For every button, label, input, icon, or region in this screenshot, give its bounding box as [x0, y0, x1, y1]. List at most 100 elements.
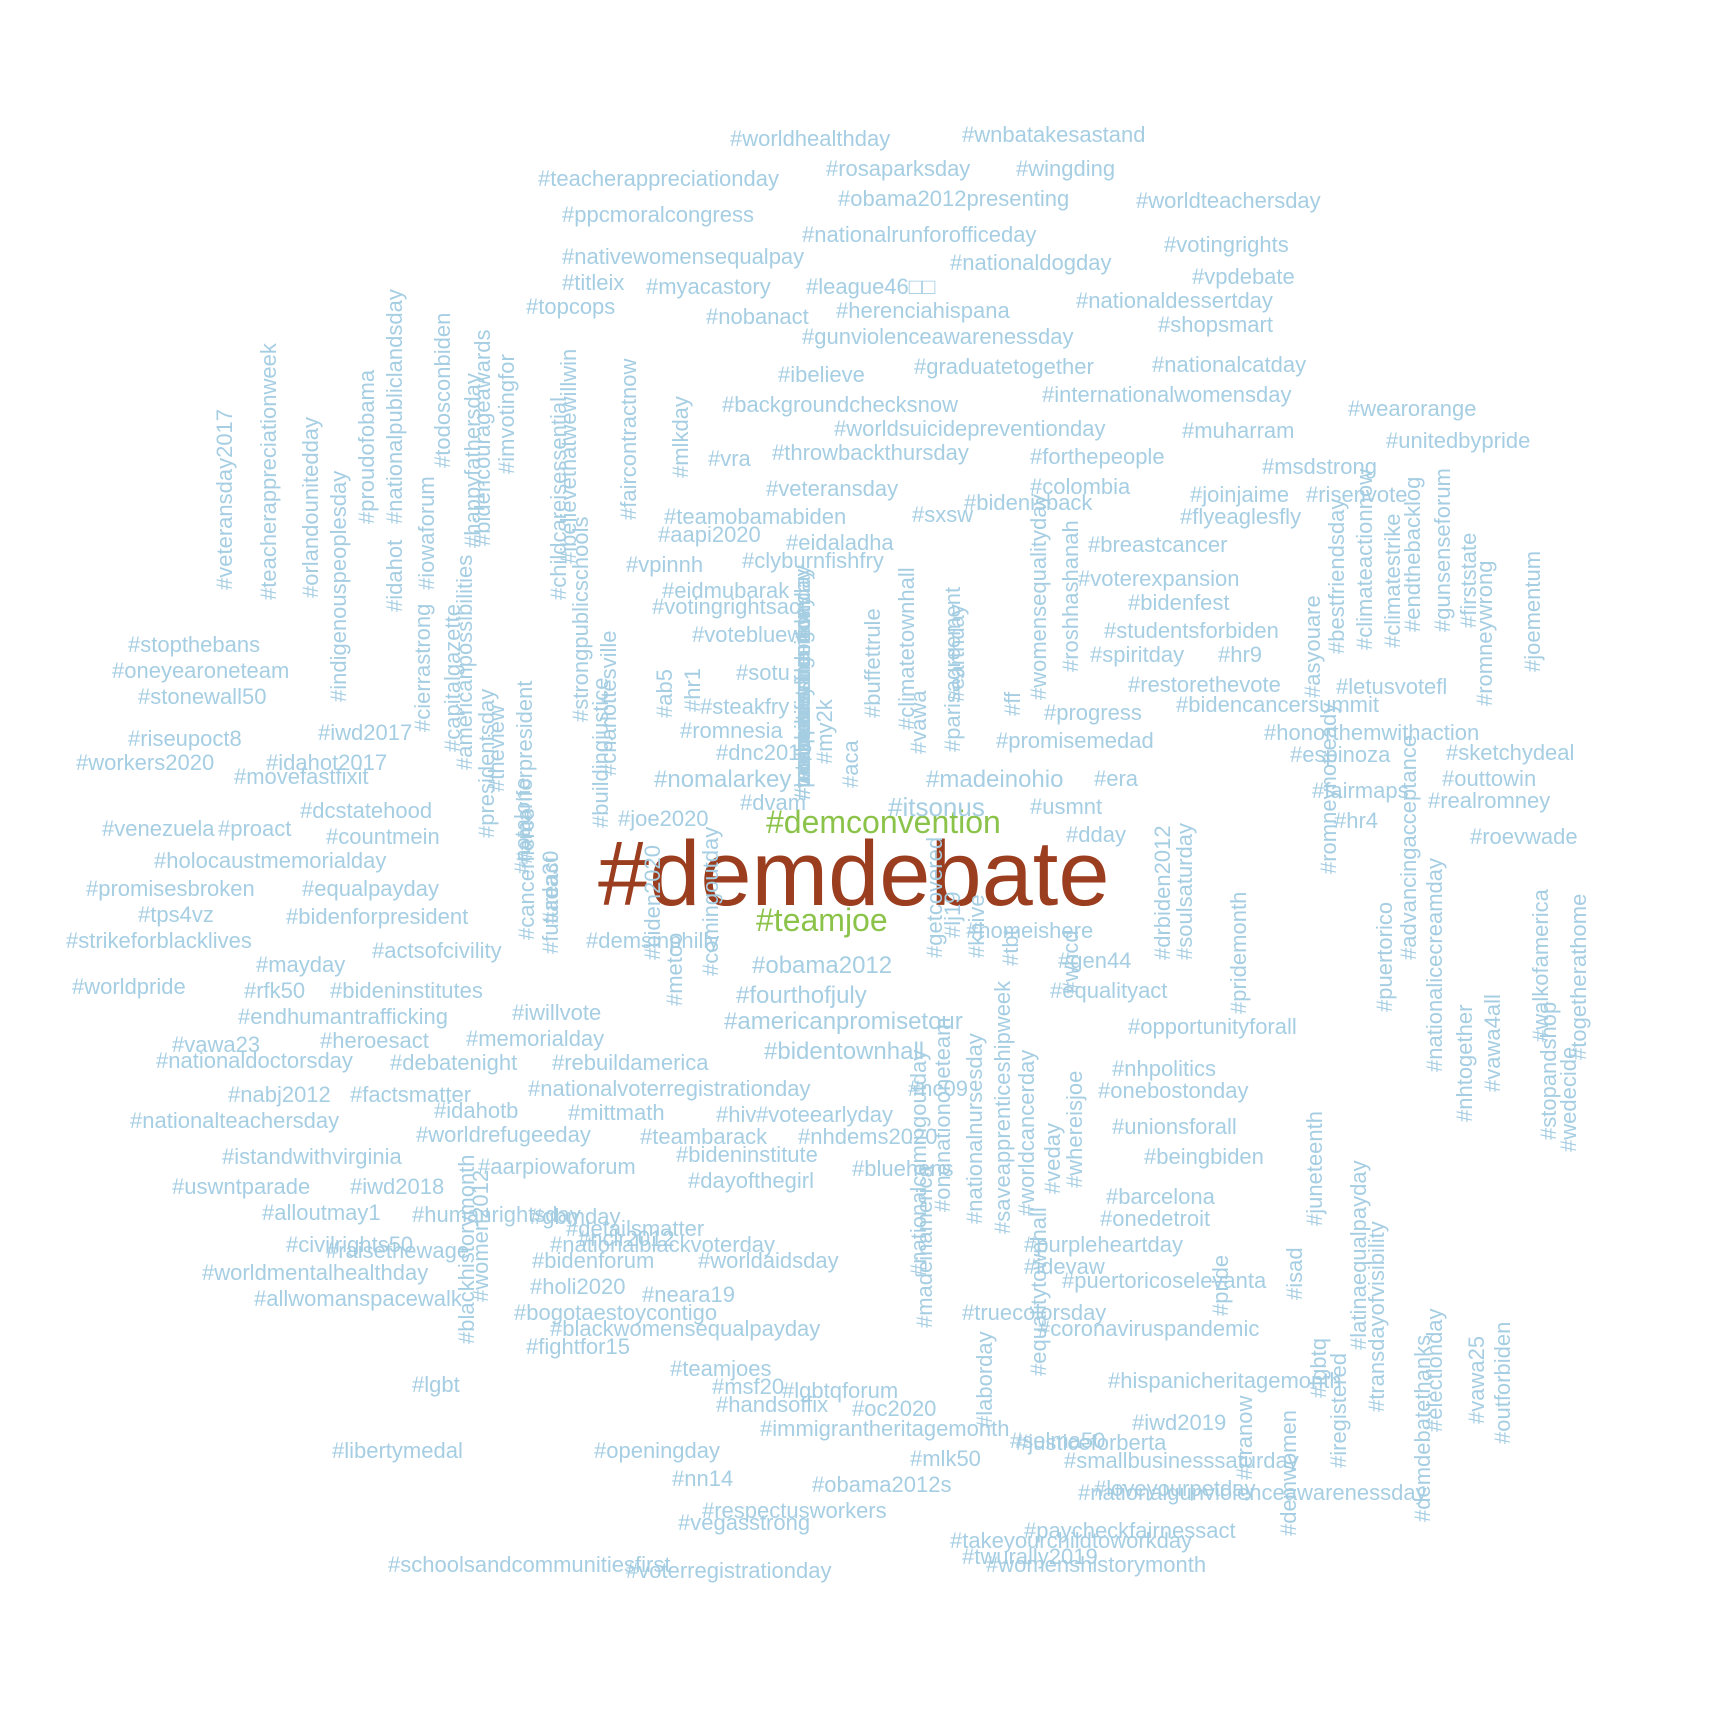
hashtag-realromney: #realromney	[1428, 788, 1551, 813]
hashtag-bluehens: #bluehens	[852, 1156, 954, 1181]
hashtag-hiv: #hiv	[716, 1102, 757, 1127]
hashtag-movefastfixit: #movefastfixit	[234, 764, 369, 789]
hashtag-madeinohio: #madeinohio	[926, 766, 1064, 793]
hashtag-obama2012: #obama2012	[752, 952, 893, 979]
hashtag-nationalrunforofficeday: #nationalrunforofficeday	[802, 222, 1037, 247]
hashtag-vra: #vra	[708, 446, 751, 471]
hashtag-holi2020: #holi2020	[530, 1274, 626, 1299]
hashtag-americanpossibilities: #americanpossibilities	[452, 554, 477, 770]
hashtag-dcstatehood: #dcstatehood	[300, 798, 433, 823]
hashtag-saveapprenticeshipweek: #saveapprenticeshipweek	[990, 980, 1015, 1234]
hashtag-myacastory: #myacastory	[646, 274, 771, 299]
hashtag-cierrastrong: #cierrastrong	[410, 603, 435, 732]
hashtag-todosconbiden: #todosconbiden	[430, 312, 455, 468]
hashtag-nabj2012: #nabj2012	[228, 1082, 331, 1107]
hashtag-cancerfierce: #cancerfierce	[514, 807, 539, 940]
hashtag-beingbiden: #beingbiden	[1144, 1144, 1264, 1169]
hashtag-iowaforum: #iowaforum	[414, 476, 439, 590]
hashtag-demwomen: #demwomen	[1276, 1410, 1301, 1536]
hashtag-worldcancerday: #worldcancerday	[1014, 1049, 1039, 1216]
hashtag-rfk50: #rfk50	[244, 978, 306, 1003]
hashtag-riseupoct8: #riseupoct8	[128, 726, 242, 751]
hashtag-holocaustmemorialday: #holocaustmemorialday	[154, 848, 387, 873]
hashtag-worldrefugeeday: #worldrefugeeday	[416, 1122, 591, 1147]
hashtag-muharram: #muharram	[1182, 418, 1295, 443]
hashtag-clyburnfishfry: #clyburnfishfry	[742, 548, 884, 573]
hashtag-bidencourageawards: #bidencourageawards	[470, 329, 495, 547]
hashtag-equalpayday: #equalpayday	[302, 876, 440, 901]
hashtag-isad: #isad	[1282, 1247, 1307, 1300]
hashtag-openingday: #openingday	[594, 1438, 721, 1463]
hashtag-demconvention: #demconvention	[766, 804, 1001, 840]
hashtag-promisesbroken: #promisesbroken	[86, 876, 255, 901]
hashtag-lgbt: #lgbt	[412, 1372, 460, 1397]
hashtag-joe2020: #joe2020	[618, 806, 709, 831]
hashtag-ada30: #ada30	[538, 850, 563, 924]
hashtag-oneyearoneteam: #oneyearoneteam	[112, 658, 290, 683]
hashtag-gbmday: #gbmday	[530, 1204, 621, 1229]
hashtag-nhtogether: #nhtogether	[1452, 1004, 1477, 1122]
hashtag-internationalwomensday: #internationalwomensday	[1042, 382, 1292, 407]
hashtag-breastcancer: #breastcancer	[1088, 532, 1228, 557]
hashtag-bogotaestoycontigo: #bogotaestoycontigo	[514, 1300, 718, 1325]
hashtag-climateactionnow: #climateactionnow	[1352, 469, 1377, 650]
hashtag-rosaparksday: #rosaparksday	[826, 156, 971, 181]
hashtag-factsmatter: #factsmatter	[350, 1082, 472, 1107]
hashtag-womensequalityday: #womensequalityday	[1026, 494, 1051, 700]
hashtag-demdebate: #demdebate	[598, 823, 1110, 925]
hashtag-lj19: #lj19	[940, 891, 965, 938]
hashtag-itsonus: #itsonus	[888, 792, 985, 822]
hashtag-strikeforblacklives: #strikeforblacklives	[66, 928, 252, 953]
hashtag-onedetroit: #onedetroit	[1100, 1206, 1211, 1231]
hashtag-earthday: #earthday	[944, 604, 969, 702]
hashtag-mlk50: #mlk50	[910, 1446, 981, 1471]
hashtag-throwbackthursday: #throwbackthursday	[772, 440, 969, 465]
hashtag-hispanicheritagemonth: #hispanicheritagemonth	[1108, 1368, 1342, 1393]
hashtag-imvotingfor: #imvotingfor	[494, 354, 519, 474]
hashtag-paycheckfairnessact: #paycheckfairnessact	[1024, 1518, 1236, 1543]
hashtag-fightfor15: #fightfor15	[526, 1334, 630, 1359]
hashtag-juneteenth: #juneteenth	[1302, 1111, 1327, 1226]
hashtag-bidenisback: #bidenisback	[964, 490, 1093, 515]
hashtag-bidenfest: #bidenfest	[1128, 590, 1230, 615]
hashtag-nhdems2020: #nhdems2020	[798, 1124, 938, 1149]
hashtag-iregistered: #iregistered	[1326, 1353, 1351, 1468]
hashtag-nationalgunviolenceawarenessday: #nationalgunviolenceawarenessday	[1078, 1480, 1427, 1505]
hashtag-coronaviruspandemic: #coronaviruspandemic	[1038, 1316, 1260, 1341]
hashtag-promisemedad: #promisemedad	[996, 728, 1154, 753]
hashtag-actsofcivility: #actsofcivility	[372, 938, 502, 963]
hashtag-nationaldoctorsday: #nationaldoctorsday	[156, 1048, 353, 1073]
hashtag-nationaldessertday: #nationaldessertday	[1076, 288, 1273, 313]
hashtag-vawa23: #vawa23	[172, 1032, 261, 1057]
hashtag-msf20: #msf20	[712, 1374, 785, 1399]
hashtag-wnbatakesastand: #wnbatakesastand	[962, 122, 1146, 147]
hashtag-vawa4all: #vawa4all	[1480, 994, 1505, 1092]
hashtag-usmnt: #usmnt	[1030, 794, 1103, 819]
hashtag-voteearlyday: #voteearlyday	[756, 1102, 893, 1127]
hashtag-aca: #aca	[838, 740, 863, 788]
hashtag-justiceforberta: #justiceforberta	[1016, 1430, 1167, 1455]
hashtag-endthebacklog: #endthebacklog	[1400, 476, 1425, 632]
hashtag-vawa25: #vawa25	[1464, 1335, 1489, 1424]
hashtag-votingrightsact: #votingrightsact	[652, 594, 807, 619]
hashtag-countmein: #countmein	[326, 824, 440, 849]
hashtag-immigrantheritagemonth: #immigrantheritagemonth	[760, 1416, 1010, 1441]
hashtag-handsoffix: #handsoffix	[716, 1392, 829, 1417]
hashtag-veteransday: #veteransday	[766, 476, 899, 501]
hashtag-fairmaps: #fairmaps	[1312, 778, 1409, 803]
hashtag-veday: #veday	[1040, 1123, 1065, 1194]
hashtag-heroesact: #heroesact	[320, 1028, 429, 1053]
hashtag-nn14: #nn14	[672, 1466, 734, 1491]
hashtag-voterregistrationday: #voterregistrationday	[626, 1558, 832, 1583]
hashtag-nationalnursesday: #nationalnursesday	[962, 1033, 987, 1224]
hashtag-letusvotefl: #letusvotefl	[1336, 674, 1448, 699]
hashtag-onebostonday: #onebostonday	[1098, 1078, 1249, 1103]
hashtag-bideninstitutes: #bideninstitutes	[330, 978, 483, 1003]
hashtag-raisethewage: #raisethewage	[326, 1238, 470, 1263]
hashtag-demsinphilly: #demsinphilly	[586, 928, 720, 953]
hashtag-respectusworkers: #respectusworkers	[702, 1498, 887, 1523]
hashtag-nationalblackvoterday: #nationalblackvoterday	[550, 1232, 776, 1257]
hashtag-equalityact: #equalityact	[1050, 978, 1168, 1003]
hashtag-idahotb: #idahotb	[434, 1098, 519, 1123]
hashtag-titleix: #titleix	[562, 270, 625, 295]
